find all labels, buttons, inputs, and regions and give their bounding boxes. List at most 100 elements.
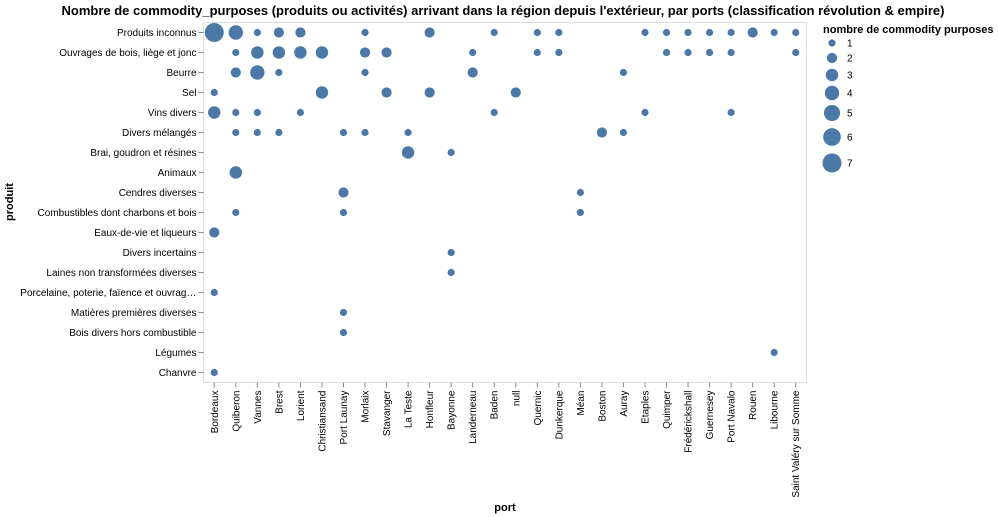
y-axis-title: produit [4, 183, 16, 221]
data-point [273, 27, 284, 38]
data-point [361, 128, 369, 137]
y-tick-label: Cendres diverses [119, 188, 197, 199]
data-point [253, 128, 261, 137]
data-point [447, 248, 455, 257]
data-point [510, 87, 521, 98]
x-tick-label: Libourne [770, 390, 781, 429]
data-point [361, 68, 369, 77]
data-point [447, 268, 455, 277]
y-tick-label: Sel [182, 88, 196, 99]
y-tick-label: Porcelaine, poterie, faïence et ouvrag… [20, 288, 196, 299]
data-point [684, 48, 692, 57]
data-point [467, 67, 478, 78]
data-point [555, 48, 563, 57]
data-point [727, 28, 735, 37]
x-tick-label: Baden [490, 391, 501, 420]
data-point [424, 87, 435, 98]
data-point [727, 48, 735, 57]
x-tick-label: Frédérickshall [684, 391, 695, 453]
data-point [770, 348, 778, 357]
data-point [210, 288, 218, 297]
data-point [576, 188, 584, 197]
data-point [253, 28, 261, 37]
x-tick-label: Stavanger [382, 390, 393, 436]
y-tick-label: Combustibles dont charbons et bois [38, 208, 197, 219]
data-point [232, 208, 240, 217]
y-tick-label: Brai, goudron et résines [90, 148, 196, 159]
y-tick-label: Divers mélangés [122, 128, 196, 139]
data-point [228, 25, 244, 40]
data-point [250, 65, 265, 80]
data-point [619, 68, 628, 77]
x-tick-label: Rouen [748, 391, 759, 420]
data-point [705, 48, 714, 57]
data-point [272, 46, 286, 59]
data-point [339, 308, 348, 317]
data-point [424, 27, 435, 38]
data-point [555, 28, 563, 37]
legend-symbol [825, 68, 839, 82]
x-tick-label: null [511, 391, 522, 407]
legend-label: 4 [847, 89, 853, 100]
data-point [641, 108, 649, 117]
x-axis: Bordeaux Quiberon Vannes Brest Lorient Christ… [210, 382, 802, 498]
data-point [684, 28, 692, 37]
data-point [747, 27, 758, 38]
x-tick-label: Quiberon [231, 391, 242, 432]
y-tick-label: Vins divers [148, 108, 197, 119]
data-point [469, 48, 477, 57]
data-point [315, 46, 329, 59]
x-tick-label: Quernic [533, 391, 544, 426]
x-tick-label: Bordeaux [210, 391, 221, 434]
x-tick-label: Dunkerque [554, 390, 565, 439]
data-point [490, 28, 498, 37]
y-tick-label: Chanvre [159, 368, 197, 379]
points-layer [204, 22, 800, 377]
y-tick-label: Eaux-de-vie et liqueurs [94, 228, 196, 239]
data-point [447, 148, 455, 157]
data-point [296, 108, 305, 117]
data-point [662, 28, 671, 37]
x-tick-label: Landerneau [468, 391, 479, 444]
data-point [770, 28, 778, 37]
x-tick-label: Port Launay [339, 391, 350, 445]
data-point [705, 28, 714, 37]
data-point [662, 48, 671, 57]
data-point [533, 28, 541, 37]
plot-area-frame [203, 22, 807, 383]
legend-title: nombre de commodity purposes [823, 24, 994, 36]
data-point [641, 28, 649, 37]
x-tick-label: Saint Valéry sur Somme [791, 390, 802, 498]
x-tick-label: Boston [597, 391, 608, 422]
data-point [209, 227, 220, 238]
data-point [401, 146, 415, 159]
legend-symbol [826, 52, 838, 64]
data-point [619, 128, 628, 137]
data-point [229, 166, 243, 179]
data-point [295, 27, 306, 38]
y-tick-label: Animaux [158, 168, 197, 179]
legend-label: 6 [847, 133, 853, 144]
legend-label: 2 [847, 54, 853, 65]
data-point [381, 87, 392, 98]
y-tick-label: Ouvrages de bois, liège et jonc [59, 48, 196, 59]
data-point [208, 106, 221, 119]
data-point [294, 46, 307, 59]
legend-label: 3 [847, 71, 853, 82]
legend-symbol [828, 39, 836, 47]
data-point [275, 128, 283, 137]
legend-symbol [822, 153, 842, 173]
data-point [339, 208, 348, 217]
y-tick-label: Divers incertains [123, 248, 197, 259]
chart-title: Nombre de commodity_purposes (produits o… [62, 3, 945, 18]
data-point [275, 68, 283, 77]
x-tick-label: Guernesey [705, 391, 716, 440]
data-point [361, 28, 369, 37]
y-tick-label: Produits inconnus [117, 28, 197, 39]
x-tick-label: Brest [274, 390, 285, 414]
data-point [339, 328, 348, 337]
x-tick-label: Christiansand [317, 391, 328, 452]
y-tick-label: Laines non transformées diverses [46, 268, 196, 279]
y-tick-label: Matières premières diverses [71, 308, 197, 319]
legend-label: 5 [847, 109, 853, 120]
